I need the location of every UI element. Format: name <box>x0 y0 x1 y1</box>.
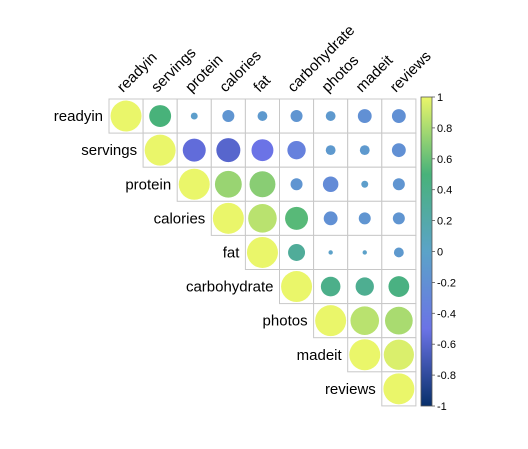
col-label-madeit: madeit <box>353 51 397 95</box>
colorbar-gradient <box>420 96 433 407</box>
corr-circle-readyin-reviews <box>391 109 406 123</box>
colorbar-tick-label: -0.2 <box>437 277 456 289</box>
row-label-reviews: reviews <box>325 381 376 398</box>
corr-circle-fat-fat <box>246 236 278 268</box>
correlation-cells <box>108 98 417 407</box>
colorbar-tick-label: -0.4 <box>437 308 456 320</box>
corr-circle-carbohydrate-madeit <box>355 277 374 296</box>
colorbar-tick-label: 0.6 <box>437 154 452 166</box>
corr-circle-photos-reviews <box>384 306 413 335</box>
corr-circle-protein-reviews <box>392 178 405 191</box>
colorbar-tick-label: 0 <box>437 247 443 259</box>
row-label-protein: protein <box>125 176 171 193</box>
corr-circle-protein-carbohydrate <box>290 178 303 191</box>
row-label-photos: photos <box>263 313 308 330</box>
corr-circle-servings-madeit <box>359 145 370 156</box>
cell-calories-reviews <box>381 200 417 236</box>
corr-circle-servings-reviews <box>391 143 406 158</box>
corr-circle-readyin-fat <box>257 111 268 121</box>
row-label-servings: servings <box>81 142 137 159</box>
corr-circle-calories-fat <box>248 204 277 233</box>
corr-circle-readyin-photos <box>325 111 336 121</box>
corr-circle-servings-carbohydrate <box>287 140 306 160</box>
corr-circle-readyin-readyin <box>110 100 142 132</box>
cell-servings-carbohydrate <box>279 132 315 168</box>
row-label-readyin: readyin <box>54 108 103 125</box>
row-label-fat: fat <box>223 244 241 261</box>
corr-circle-calories-photos <box>323 211 338 226</box>
correlation-circles <box>110 100 415 405</box>
cell-readyin-madeit <box>347 98 383 134</box>
corr-circle-madeit-reviews <box>383 339 414 370</box>
corr-circle-photos-photos <box>315 305 347 337</box>
corr-circle-protein-madeit <box>361 180 369 188</box>
corr-circle-fat-madeit <box>362 250 367 255</box>
corr-circle-fat-reviews <box>393 247 404 258</box>
corr-circle-servings-calories <box>216 138 241 163</box>
corr-circle-readyin-servings <box>149 105 172 128</box>
colorbar-tick-label: 1 <box>437 92 443 104</box>
colorbar-tick-label: 0.4 <box>437 185 452 197</box>
corr-circle-servings-servings <box>144 134 176 166</box>
corr-circle-protein-photos <box>322 176 339 192</box>
row-labels: readyin servings protein calories fat carbohy… <box>54 108 376 398</box>
colorbar-tick-label: -1 <box>437 401 447 413</box>
row-label-madeit: madeit <box>297 347 343 364</box>
colorbar-tick-label: 0.2 <box>437 216 452 228</box>
corr-circle-calories-madeit <box>358 212 371 225</box>
colorbar: 1 0.8 0.6 0.4 0.2 0 -0.2 -0.4 -0.6 -0.8 -1 <box>420 92 456 413</box>
corr-circle-calories-reviews <box>392 212 405 225</box>
corr-circle-readyin-madeit <box>357 109 372 123</box>
corr-circle-carbohydrate-photos <box>320 276 341 297</box>
corr-circle-readyin-calories <box>222 110 235 123</box>
corr-circle-carbohydrate-reviews <box>388 276 410 297</box>
corr-circle-servings-fat <box>251 139 274 162</box>
corr-circle-calories-calories <box>212 202 244 234</box>
cell-protein-photos <box>313 166 349 202</box>
corr-circle-calories-carbohydrate <box>285 206 309 230</box>
colorbar-tick-label: -0.6 <box>437 339 456 351</box>
corr-circle-protein-fat <box>249 171 276 198</box>
corr-circle-protein-calories <box>214 170 242 198</box>
corr-circle-readyin-protein <box>190 112 198 120</box>
corr-circle-readyin-carbohydrate <box>290 110 303 123</box>
row-label-carbohydrate: carbohydrate <box>186 279 274 296</box>
corr-circle-reviews-reviews <box>383 373 415 405</box>
col-label-fat: fat <box>250 71 274 95</box>
corr-circle-carbohydrate-carbohydrate <box>281 271 313 303</box>
corr-circle-fat-carbohydrate <box>288 243 306 261</box>
corr-circle-protein-protein <box>178 168 210 200</box>
corr-circle-servings-photos <box>325 145 336 156</box>
colorbar-tick-label: 0.8 <box>437 123 452 135</box>
col-label-reviews: reviews <box>387 48 435 96</box>
colorbar-tick-label: -0.8 <box>437 370 456 382</box>
row-label-calories: calories <box>154 210 206 227</box>
cell-carbohydrate-reviews <box>381 269 417 305</box>
corr-circle-photos-madeit <box>350 306 380 335</box>
corr-circle-fat-photos <box>328 250 333 255</box>
corr-circle-madeit-madeit <box>349 339 381 371</box>
corr-circle-servings-protein <box>182 138 206 162</box>
